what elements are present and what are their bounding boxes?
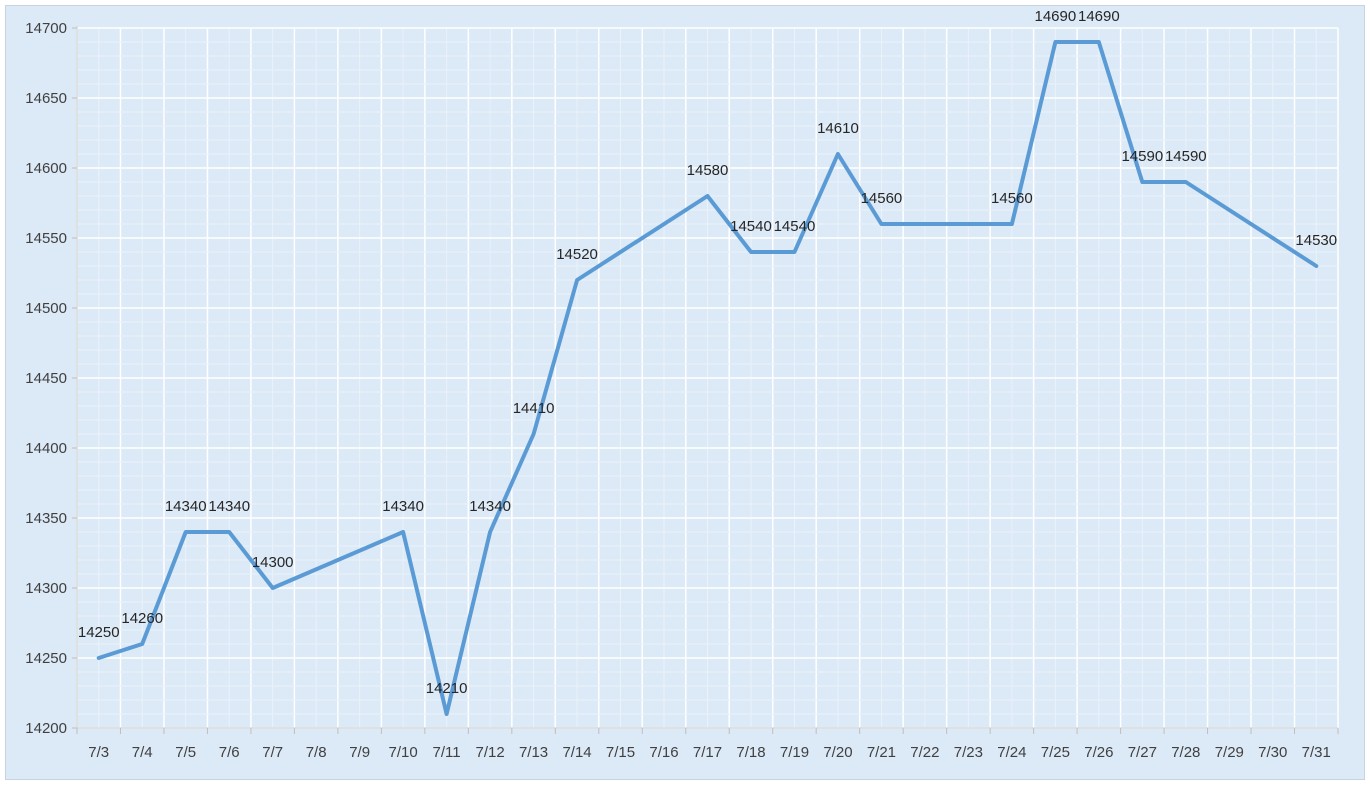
- x-tick-label: 7/9: [349, 744, 370, 761]
- x-tick-label: 7/14: [562, 744, 591, 761]
- data-label: 14260: [121, 610, 163, 627]
- x-tick-label: 7/13: [519, 744, 548, 761]
- y-tick-label: 14650: [25, 90, 67, 107]
- data-label: 14520: [556, 246, 598, 263]
- data-label: 14340: [165, 498, 207, 515]
- data-label: 14300: [252, 554, 294, 571]
- data-label: 14690: [1035, 8, 1077, 25]
- y-tick-label: 14500: [25, 300, 67, 317]
- data-label: 14560: [861, 190, 903, 207]
- x-tick-label: 7/26: [1084, 744, 1113, 761]
- y-tick-label: 14450: [25, 370, 67, 387]
- x-tick-label: 7/22: [910, 744, 939, 761]
- x-axis-ticks: 7/3 7/4 7/5 7/6 7/7 7/8 7/9 7/10 7/11 7/12 7/13 7/1…: [76, 728, 1339, 761]
- x-tick-label: 7/6: [219, 744, 240, 761]
- data-label: 14340: [208, 498, 250, 515]
- x-tick-label: 7/27: [1128, 744, 1157, 761]
- data-label: 14410: [513, 400, 555, 417]
- data-label: 14690: [1078, 8, 1120, 25]
- x-tick-label: 7/15: [606, 744, 635, 761]
- y-tick-label: 14350: [25, 510, 67, 527]
- data-label: 14590: [1121, 148, 1163, 165]
- x-tick-label: 7/4: [132, 744, 153, 761]
- y-tick-label: 14700: [25, 20, 67, 37]
- data-label: 14340: [469, 498, 511, 515]
- data-label: 14530: [1295, 232, 1337, 249]
- data-label: 14610: [817, 120, 859, 137]
- x-tick-label: 7/12: [475, 744, 504, 761]
- line-chart: 14200 14250 14300 14350 14400 14450 14500 14550…: [25, 8, 1339, 761]
- data-label: 14340: [382, 498, 424, 515]
- gridlines: [76, 27, 1339, 729]
- y-axis-ticks: 14200 14250 14300 14350 14400 14450 14500 14550…: [25, 20, 77, 737]
- x-tick-label: 7/16: [649, 744, 678, 761]
- data-label: 14560: [991, 190, 1033, 207]
- x-tick-label: 7/25: [1041, 744, 1070, 761]
- x-tick-label: 7/21: [867, 744, 896, 761]
- data-label: 14540: [774, 218, 816, 235]
- y-tick-label: 14600: [25, 160, 67, 177]
- x-tick-label: 7/20: [823, 744, 852, 761]
- x-tick-label: 7/30: [1258, 744, 1287, 761]
- y-tick-label: 14550: [25, 230, 67, 247]
- x-tick-label: 7/5: [175, 744, 196, 761]
- data-label: 14210: [426, 680, 468, 697]
- data-label: 14590: [1165, 148, 1207, 165]
- y-tick-label: 14200: [25, 720, 67, 737]
- data-label: 14250: [78, 624, 120, 641]
- x-tick-label: 7/18: [736, 744, 765, 761]
- series-line-group: [96, 40, 1319, 716]
- y-tick-label: 14300: [25, 580, 67, 597]
- y-tick-label: 14250: [25, 650, 67, 667]
- x-tick-label: 7/24: [997, 744, 1026, 761]
- x-tick-label: 7/23: [954, 744, 983, 761]
- x-tick-label: 7/31: [1302, 744, 1331, 761]
- chart-area: 14200 14250 14300 14350 14400 14450 14500 14550…: [5, 5, 1365, 780]
- axes: [76, 26, 1338, 729]
- x-tick-label: 7/29: [1215, 744, 1244, 761]
- x-tick-label: 7/3: [88, 744, 109, 761]
- x-tick-label: 7/7: [262, 744, 283, 761]
- x-tick-label: 7/17: [693, 744, 722, 761]
- series-line: [96, 40, 1319, 716]
- data-label: 14580: [687, 162, 729, 179]
- data-label: 14540: [730, 218, 772, 235]
- x-tick-label: 7/10: [389, 744, 418, 761]
- x-tick-label: 7/8: [306, 744, 327, 761]
- x-tick-label: 7/19: [780, 744, 809, 761]
- y-tick-label: 14400: [25, 440, 67, 457]
- x-tick-label: 7/28: [1171, 744, 1200, 761]
- x-tick-label: 7/11: [433, 744, 461, 761]
